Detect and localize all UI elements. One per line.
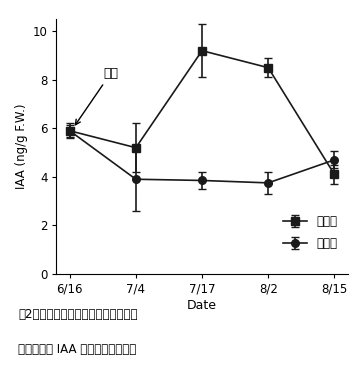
Text: の芽の IAA 含量に及ぼす影響: の芽の IAA 含量に及ぼす影響 [18, 343, 136, 356]
Text: 誘引: 誘引 [75, 67, 118, 125]
Y-axis label: IAA (ng/g F.W.): IAA (ng/g F.W.) [15, 104, 28, 189]
Text: 図2　誘引処理がニホンナシ『幸水』: 図2 誘引処理がニホンナシ『幸水』 [18, 308, 138, 321]
Legend: 対照区, 誘引区: 対照区, 誘引区 [278, 210, 342, 255]
X-axis label: Date: Date [187, 299, 217, 312]
